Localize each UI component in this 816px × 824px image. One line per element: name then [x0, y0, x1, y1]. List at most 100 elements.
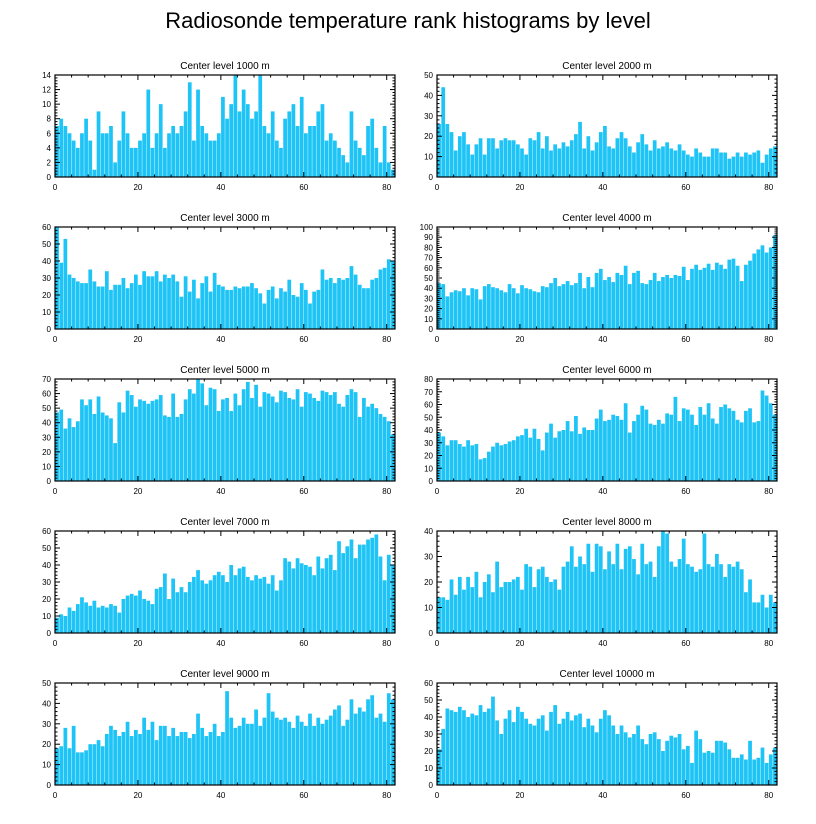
bar [524, 154, 529, 177]
bar [694, 730, 699, 785]
y-tick-label: 70 [424, 388, 433, 397]
bar [607, 715, 611, 785]
bar [694, 264, 699, 329]
bar [96, 740, 101, 785]
bar [437, 597, 441, 633]
bar [719, 152, 723, 177]
bar [520, 285, 524, 329]
bar [279, 390, 283, 481]
bar [295, 715, 300, 785]
bar [92, 413, 97, 481]
bar [764, 607, 769, 633]
bar [84, 118, 88, 177]
bar [55, 748, 59, 785]
bar [386, 162, 391, 177]
bar [333, 570, 337, 633]
bar [109, 604, 113, 633]
bar [279, 147, 283, 177]
bar [196, 89, 200, 177]
x-tick-label: 80 [382, 487, 391, 496]
x-tick-label: 0 [53, 335, 58, 344]
panel-title: Center level 9000 m [180, 669, 270, 680]
x-tick-label: 60 [681, 639, 690, 648]
bar [63, 727, 68, 785]
bar [179, 296, 184, 329]
bar [648, 734, 653, 785]
bar [357, 284, 362, 329]
bar [681, 408, 686, 481]
bar [229, 289, 234, 329]
bar [262, 303, 267, 329]
bar [482, 582, 487, 633]
bar [590, 725, 595, 785]
bar [462, 132, 466, 177]
bar [200, 580, 205, 633]
y-tick-label: 40 [424, 713, 433, 722]
panel-title: Center level 7000 m [180, 517, 270, 528]
bar [582, 727, 587, 785]
bar [212, 272, 217, 329]
bar [540, 566, 545, 633]
bar [353, 558, 358, 633]
bar [632, 421, 636, 481]
bar [453, 711, 458, 785]
bar [316, 289, 321, 329]
bar [221, 731, 225, 785]
bar [283, 558, 287, 633]
bar [67, 274, 72, 329]
bar [308, 393, 312, 481]
bar [204, 133, 209, 177]
bar [739, 569, 744, 633]
figure-title: Radiosonde temperature rank histograms b… [165, 8, 651, 33]
bar [370, 279, 375, 329]
bar [549, 150, 553, 177]
bar [644, 409, 649, 481]
x-tick-label: 20 [515, 183, 524, 192]
bar [636, 414, 640, 481]
bar [328, 133, 333, 177]
bar [146, 276, 151, 329]
x-tick-label: 0 [435, 183, 440, 192]
bar [715, 423, 719, 482]
bar [482, 286, 487, 329]
bar [739, 754, 744, 785]
bar [694, 571, 699, 633]
bar [295, 296, 300, 329]
bar [735, 757, 740, 785]
bar [67, 748, 72, 785]
bar [586, 430, 591, 481]
bar [466, 295, 470, 329]
bar [491, 592, 495, 633]
bar [652, 424, 657, 481]
bar [735, 561, 740, 633]
bar [274, 140, 279, 177]
y-tick-label: 30 [424, 112, 433, 121]
bar [179, 731, 184, 785]
bar [241, 89, 246, 177]
bar [187, 582, 192, 633]
bar [661, 276, 665, 329]
bar [150, 400, 155, 481]
bar [129, 593, 134, 633]
bar [661, 423, 665, 482]
bar [341, 725, 346, 785]
bar [569, 285, 574, 329]
bar [104, 415, 109, 481]
bar [445, 123, 450, 177]
bar [623, 732, 628, 785]
bar [88, 399, 93, 481]
bar [615, 272, 620, 329]
bar [183, 276, 188, 329]
bar [474, 444, 479, 481]
y-tick-label: 40 [42, 699, 51, 708]
bar [474, 289, 479, 329]
bar [221, 399, 225, 481]
bar [715, 262, 719, 329]
bar [627, 432, 632, 481]
bar [138, 590, 142, 633]
bar [154, 133, 159, 177]
bar [291, 727, 296, 785]
bar [445, 296, 450, 329]
bar [524, 428, 529, 481]
